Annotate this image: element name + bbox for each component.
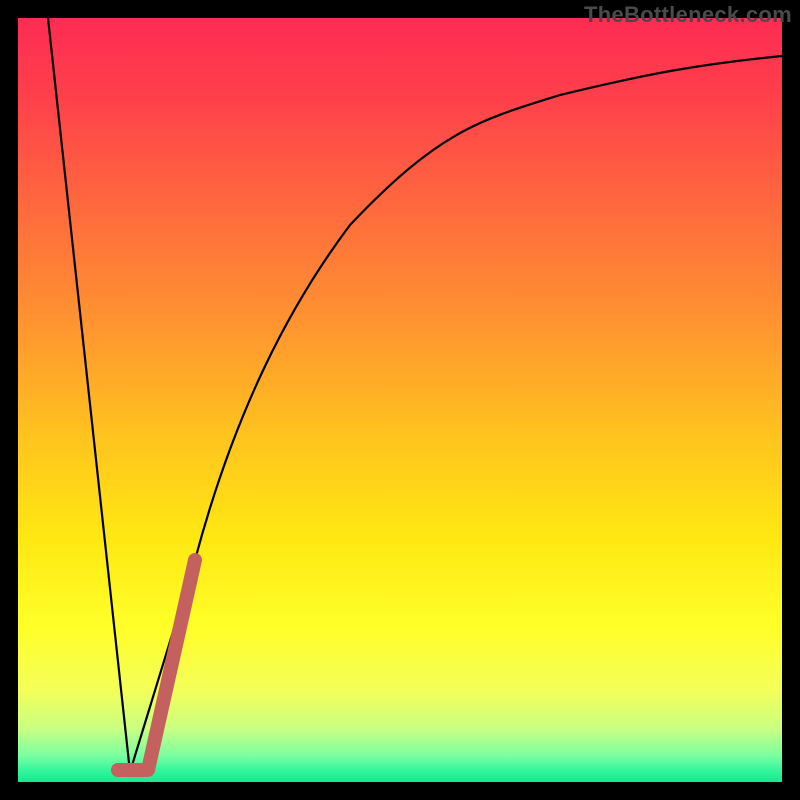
plot-background (18, 18, 782, 782)
bottleneck-chart (0, 0, 800, 800)
chart-container: TheBottleneck.com (0, 0, 800, 800)
watermark-text: TheBottleneck.com (584, 2, 792, 28)
